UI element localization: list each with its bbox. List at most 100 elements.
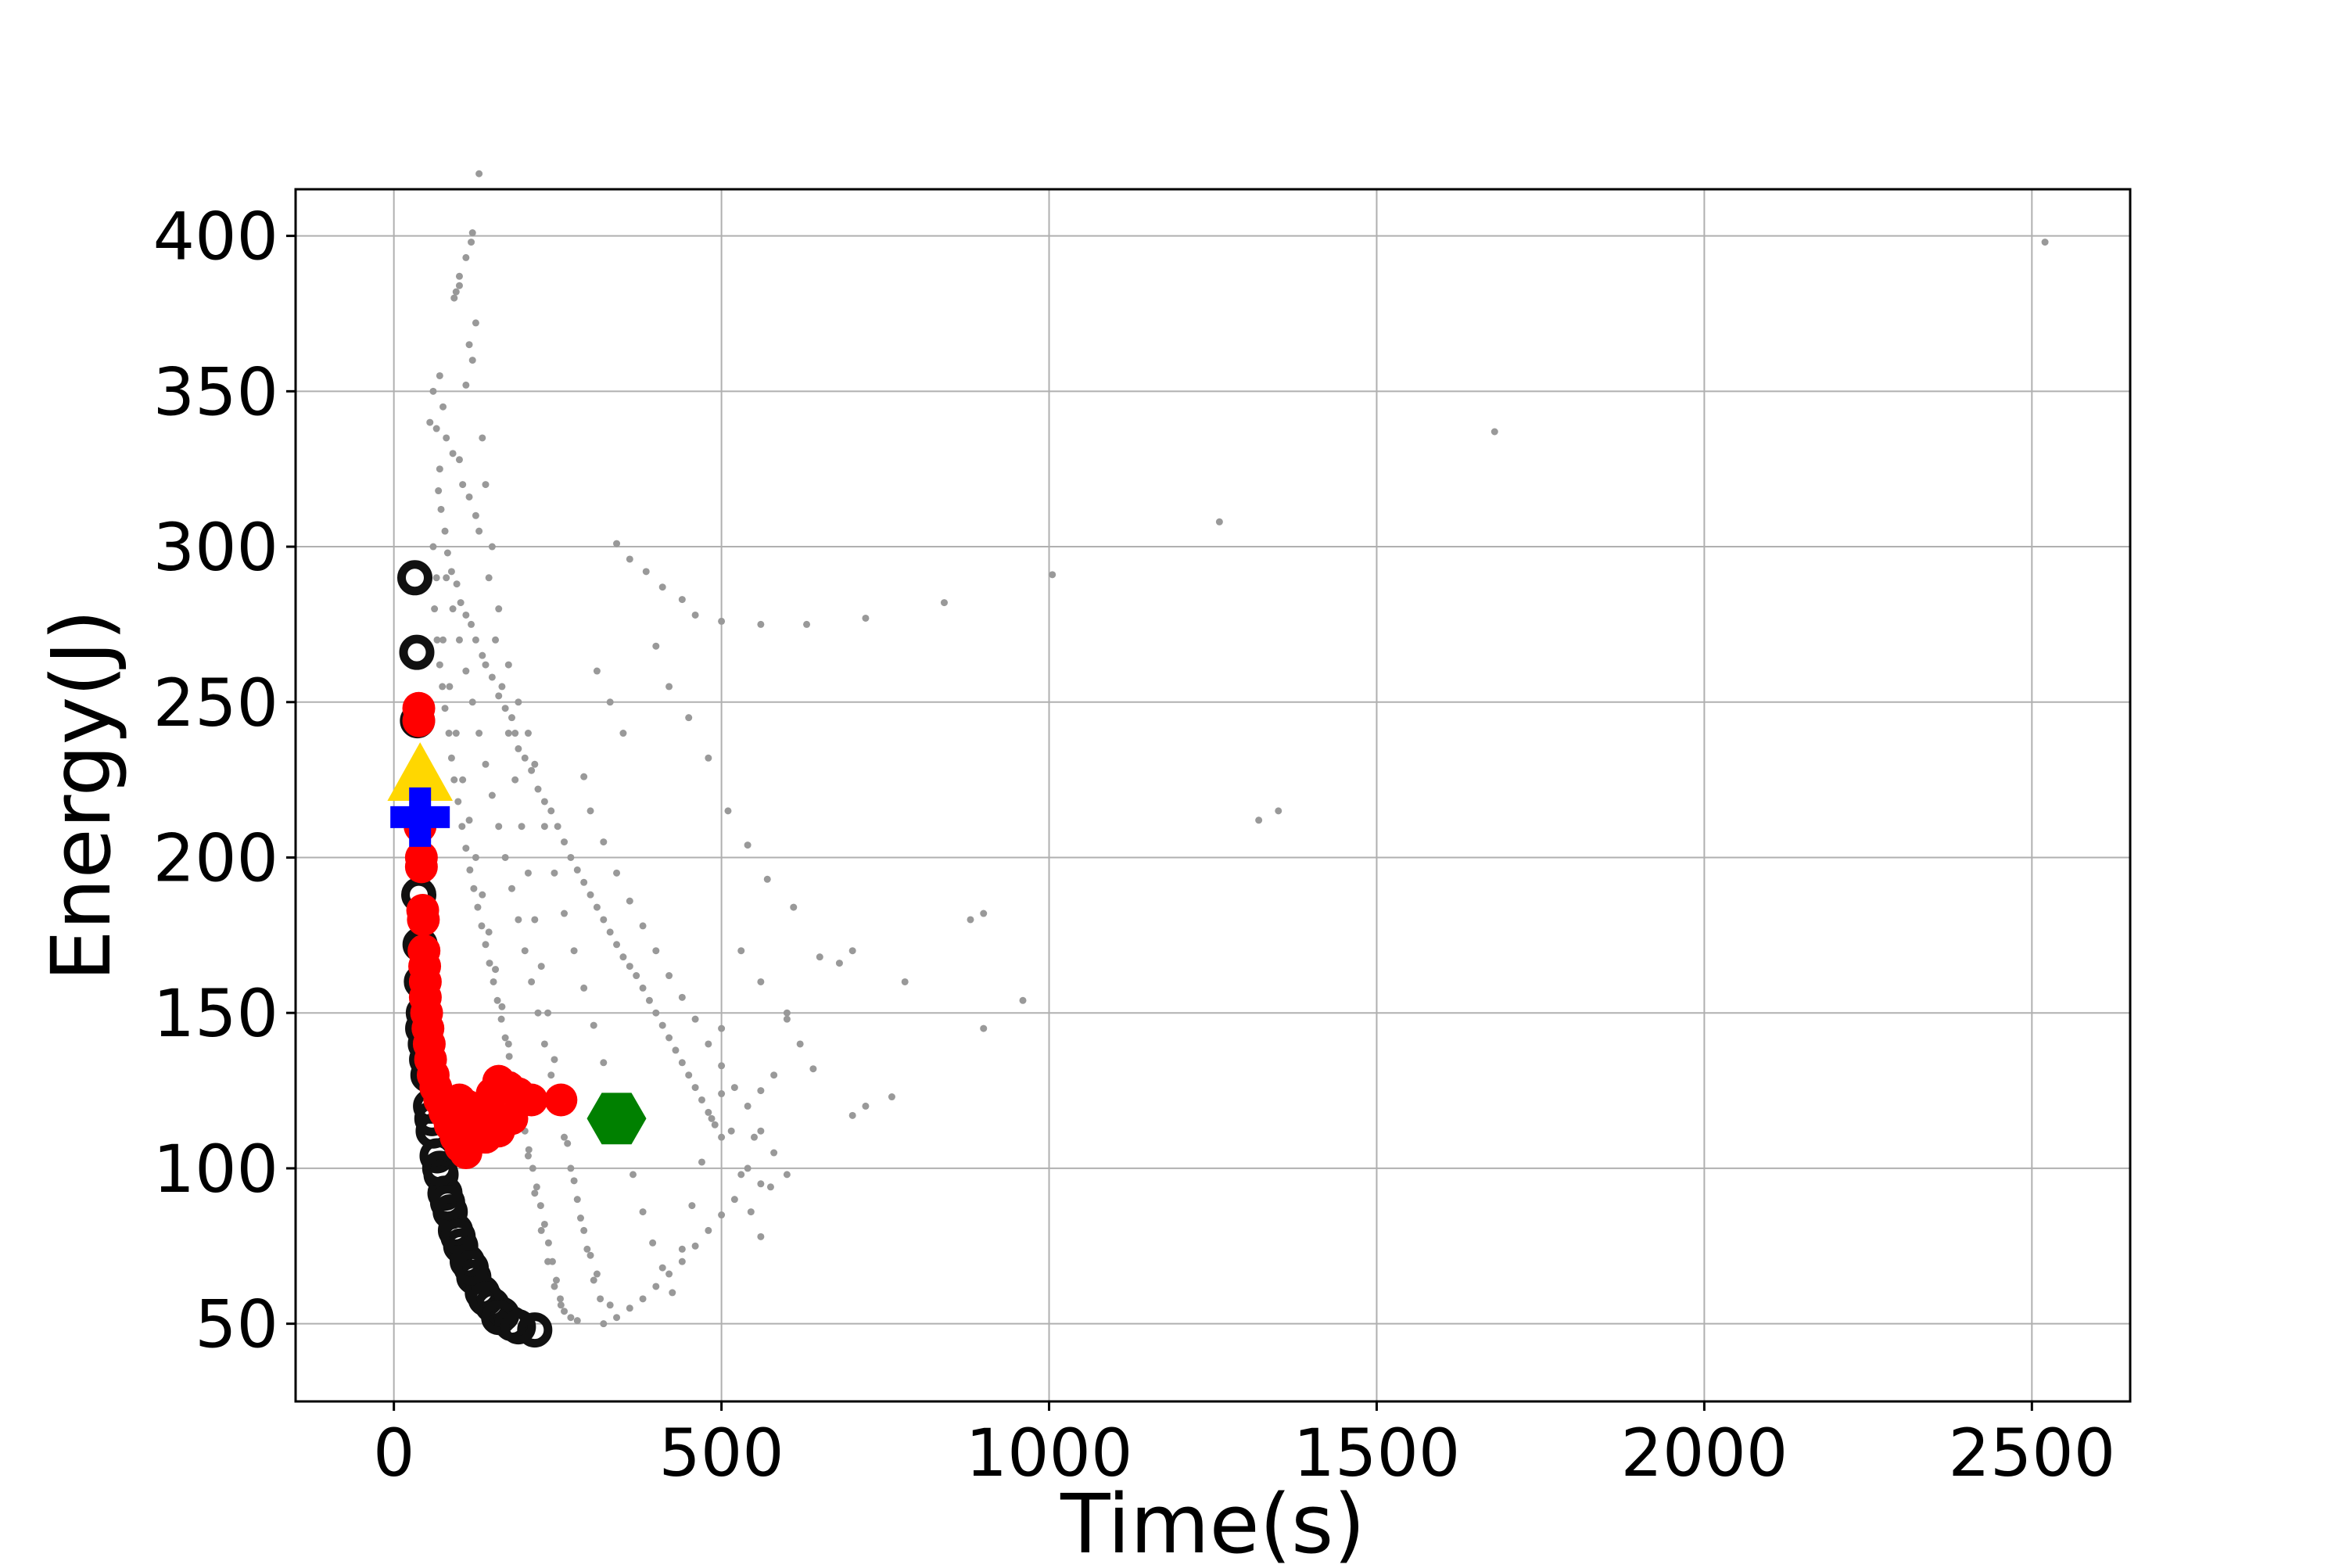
- data-point: [561, 1308, 569, 1315]
- data-point: [652, 1283, 660, 1290]
- data-point: [492, 966, 500, 974]
- data-point: [482, 661, 490, 669]
- data-point: [528, 766, 536, 774]
- data-point: [567, 853, 575, 861]
- data-point: [678, 993, 686, 1001]
- data-point: [455, 272, 463, 280]
- data-point: [576, 1215, 584, 1222]
- data-point: [446, 683, 454, 691]
- data-point: [862, 614, 870, 622]
- data-point: [505, 1053, 513, 1060]
- data-point: [544, 1258, 552, 1265]
- data-point: [672, 1046, 680, 1054]
- data-point: [590, 1021, 597, 1029]
- data-point: [472, 511, 479, 519]
- data-point: [557, 1301, 565, 1309]
- data-point: [551, 869, 558, 877]
- data-point: [488, 673, 496, 681]
- data-point: [613, 1314, 621, 1322]
- data-point: [757, 978, 765, 985]
- pareto-point: [500, 1309, 536, 1345]
- data-point: [504, 661, 512, 669]
- data-point: [718, 617, 726, 625]
- data-point: [504, 1040, 512, 1048]
- data-point: [540, 1040, 548, 1048]
- data-point: [468, 229, 476, 237]
- data-point: [600, 838, 608, 846]
- data-point: [485, 574, 493, 582]
- data-point: [658, 1021, 666, 1029]
- data-point: [455, 456, 463, 464]
- data-point: [465, 816, 473, 824]
- data-point: [436, 465, 443, 473]
- data-point: [515, 916, 522, 924]
- data-point: [466, 866, 474, 874]
- selected-point: [544, 1083, 578, 1117]
- x-tick-label: 2000: [1621, 1415, 1788, 1491]
- data-point: [567, 1164, 575, 1172]
- x-tick-label: 2500: [1948, 1415, 2115, 1491]
- data-point: [531, 916, 539, 924]
- y-tick-label: 150: [153, 975, 278, 1052]
- plot-frame: [294, 188, 2132, 1403]
- data-point: [468, 698, 476, 706]
- data-point: [567, 1314, 575, 1322]
- data-point: [443, 549, 451, 557]
- selected-point: [402, 704, 436, 737]
- data-point: [529, 1164, 536, 1172]
- data-point: [652, 1009, 660, 1017]
- data-point: [452, 288, 460, 296]
- data-point: [790, 903, 798, 911]
- data-point: [980, 910, 988, 917]
- data-point: [586, 891, 594, 899]
- data-point: [498, 1003, 506, 1010]
- data-point: [665, 972, 673, 980]
- data-point: [593, 1270, 601, 1278]
- data-point: [474, 903, 482, 911]
- y-tick-label: 300: [153, 509, 278, 586]
- data-point: [678, 596, 686, 604]
- data-point: [698, 1158, 705, 1166]
- data-point: [639, 922, 647, 930]
- data-point: [449, 605, 457, 613]
- data-point: [669, 1289, 676, 1297]
- data-point: [766, 1183, 774, 1191]
- data-point: [431, 605, 439, 613]
- data-point: [436, 661, 443, 669]
- triangle-marker: [387, 742, 453, 801]
- data-point: [600, 1059, 608, 1067]
- data-point: [462, 611, 470, 619]
- x-tick-label: 0: [373, 1415, 414, 1491]
- y-tick-label: 200: [153, 820, 278, 896]
- x-tick-label: 1000: [966, 1415, 1133, 1491]
- data-point: [447, 754, 455, 762]
- data-point: [744, 1164, 752, 1172]
- data-point: [492, 636, 500, 644]
- pareto-point: [429, 1185, 465, 1221]
- hexagon-marker: [586, 1093, 647, 1145]
- pareto-point: [396, 560, 432, 596]
- data-point: [547, 1071, 555, 1079]
- data-points: [387, 170, 2049, 1348]
- data-point: [455, 636, 463, 644]
- data-point: [441, 705, 449, 712]
- data-point: [495, 605, 503, 613]
- data-point: [453, 580, 461, 588]
- data-point: [718, 1024, 726, 1032]
- data-point: [649, 1239, 657, 1247]
- pareto-point: [517, 1312, 553, 1348]
- data-point: [940, 599, 948, 607]
- data-point: [593, 667, 601, 675]
- selected-point: [407, 902, 440, 936]
- data-point: [796, 1040, 804, 1048]
- data-point: [475, 527, 483, 535]
- data-point: [561, 910, 569, 917]
- data-point: [835, 960, 843, 967]
- data-point: [724, 807, 732, 815]
- data-point: [586, 1251, 594, 1259]
- data-point: [606, 698, 614, 706]
- data-point: [573, 1317, 581, 1325]
- data-point: [613, 941, 621, 949]
- data-point: [665, 683, 673, 691]
- data-point: [573, 1196, 581, 1204]
